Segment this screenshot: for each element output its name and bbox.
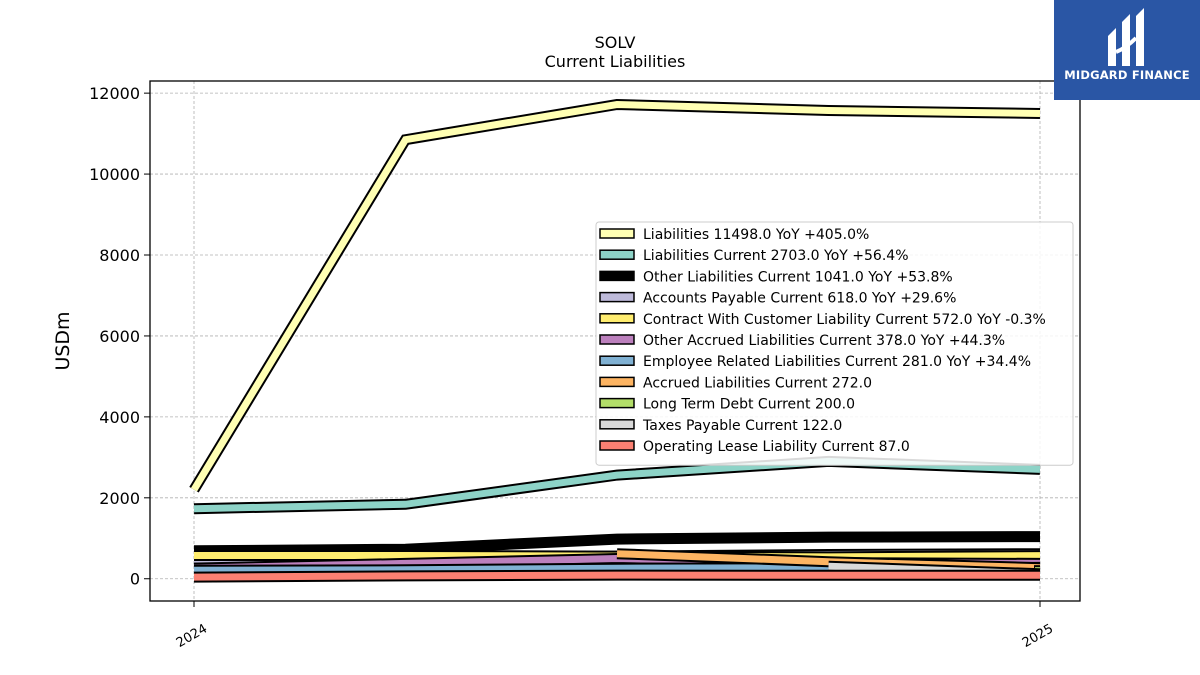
series-line [616,550,1041,572]
legend-box [595,221,1074,466]
y-tick-label: 10000 [89,165,140,184]
legend-item: Operating Lease Liability Current 87.0 [599,439,910,455]
plot-frame [149,80,1081,602]
series-accrued-liabilities-current [616,548,1041,574]
series-line-outline [193,455,1041,515]
y-axis-label: USDm [52,311,74,370]
legend-item: Other Accrued Liabilities Current 378.0 … [599,333,1005,349]
legend-item: Other Liabilities Current 1041.0 YoY +53… [599,269,953,285]
legend-swatch [599,334,635,345]
legend-label: Contract With Customer Liability Current… [643,312,1046,328]
series-line [193,571,1041,581]
legend-item: Liabilities 11498.0 YoY +405.0% [599,227,869,243]
legend-item: Accrued Liabilities Current 272.0 [599,375,872,391]
legend-label: Long Term Debt Current 200.0 [643,397,855,413]
series-line [193,533,1041,555]
y-tick-label: 4000 [99,408,140,427]
series-liabilities-current [193,455,1041,515]
legend-label: Operating Lease Liability Current 87.0 [643,439,910,455]
legend-label: Liabilities Current 2703.0 YoY +56.4% [643,248,909,264]
legend-item: Long Term Debt Current 200.0 [599,397,855,413]
legend-label: Accounts Payable Current 618.0 YoY +29.6… [643,291,956,307]
legend-swatch [599,270,635,282]
legend-label: Taxes Payable Current 122.0 [642,418,842,434]
legend-swatch [599,440,635,451]
legend-swatch [599,419,635,430]
series-operating-lease-liability-current [193,569,1041,583]
series-liabilities [189,98,1041,493]
x-tick-label: 2025 [1020,621,1056,651]
legend-swatch [599,376,635,388]
legend-label: Other Accrued Liabilities Current 378.0 … [643,333,1005,349]
chart-title: SOLV [595,33,636,52]
legend-swatch [599,291,635,303]
y-tick-label: 12000 [89,84,140,103]
legend: Liabilities 11498.0 YoY +405.0% Liabiliti… [595,221,1074,466]
legend-swatch [599,313,635,324]
x-tick-label: 2024 [174,621,210,651]
chart-subtitle: Current Liabilities [545,52,686,71]
series-line [191,100,1041,492]
brand-logo: MIDGARD FINANCE [1054,0,1200,100]
y-tick-label: 0 [130,570,140,589]
legend-item: Contract With Customer Liability Current… [599,312,1046,328]
y-tick-label: 2000 [99,489,140,508]
legend-item: Liabilities Current 2703.0 YoY +56.4% [599,248,909,264]
legend-swatch [599,355,635,366]
legend-label: Liabilities 11498.0 YoY +405.0% [643,227,869,243]
legend-item: Employee Related Liabilities Current 281… [599,354,1031,370]
y-tick-label: 8000 [99,246,140,265]
brand-name: MIDGARD FINANCE [1064,68,1190,82]
series-other-liabilities-current [193,531,1041,557]
legend-swatch [599,397,635,409]
legend-swatch [599,228,635,239]
legend-item: Accounts Payable Current 618.0 YoY +29.6… [599,291,956,307]
legend-label: Other Liabilities Current 1041.0 YoY +53… [643,269,953,285]
legend-swatch [599,249,635,260]
legend-label: Accrued Liabilities Current 272.0 [643,375,872,391]
brand-mark-icon [1108,8,1144,66]
y-tick-label: 6000 [99,327,140,346]
legend-item: Taxes Payable Current 122.0 [599,418,842,434]
legend-label: Employee Related Liabilities Current 281… [643,354,1031,370]
